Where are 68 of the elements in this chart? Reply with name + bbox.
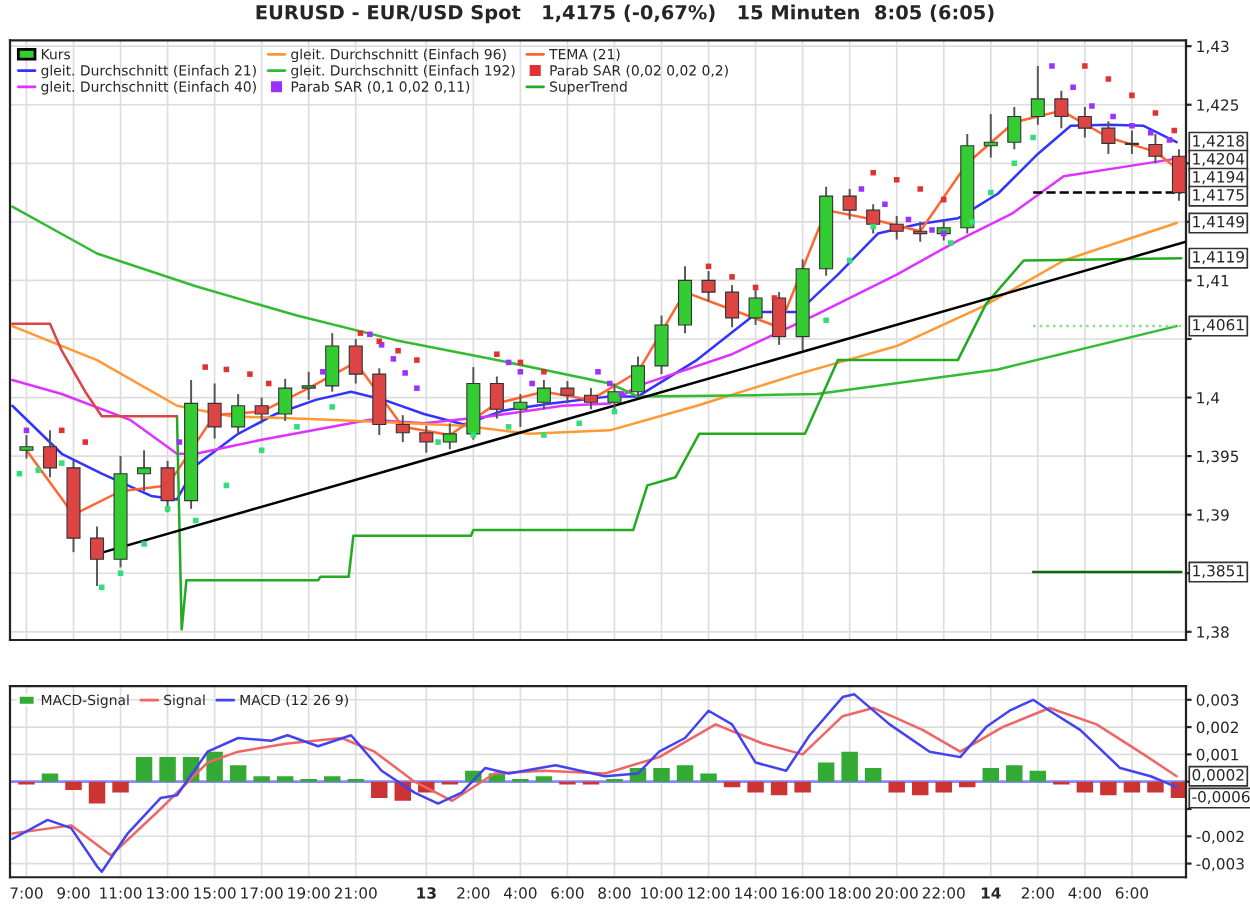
candlestick	[395, 414, 410, 444]
candlestick	[513, 393, 528, 428]
candlestick	[1077, 106, 1092, 139]
bar	[1147, 781, 1164, 793]
candlestick	[725, 284, 740, 329]
bar	[982, 768, 1000, 782]
bar	[1123, 781, 1141, 793]
candlestick	[207, 382, 222, 440]
bar	[276, 776, 294, 782]
bar	[323, 776, 341, 782]
candlestick	[19, 434, 34, 460]
bar	[41, 773, 59, 782]
bar	[841, 751, 858, 782]
candlestick	[748, 287, 763, 326]
candlestick	[348, 338, 363, 385]
bar	[159, 757, 176, 782]
bar	[817, 762, 835, 782]
candlestick	[701, 270, 716, 303]
candlestick	[560, 380, 575, 405]
candlestick	[842, 188, 857, 221]
bar	[88, 781, 106, 804]
candlestick	[1148, 133, 1163, 165]
candlestick	[678, 265, 693, 335]
candlestick	[254, 396, 269, 425]
bar	[794, 781, 811, 793]
bar	[770, 781, 788, 796]
bar	[864, 768, 882, 782]
bar	[253, 776, 270, 782]
candlestick	[583, 387, 598, 411]
bar	[888, 781, 905, 793]
candlestick	[1054, 89, 1069, 130]
candlestick	[1101, 120, 1116, 155]
candlestick	[419, 424, 434, 454]
chart-title: EURUSD - EUR/USD Spot 1,4175 (-0,67%) 15 Minuten 8:05 (6:05)	[256, 4, 994, 24]
candlestick	[278, 377, 293, 422]
candlestick	[654, 314, 669, 376]
candlestick	[607, 382, 622, 411]
candlestick	[1007, 106, 1022, 151]
candlestick	[889, 215, 904, 241]
bar	[65, 781, 82, 790]
candlestick	[160, 459, 175, 514]
candlestick	[489, 375, 504, 420]
candlestick	[301, 370, 316, 401]
candlestick	[90, 525, 105, 588]
bar	[1100, 781, 1117, 796]
candlestick	[1030, 65, 1045, 126]
bar	[135, 757, 153, 782]
bar	[1006, 765, 1023, 782]
candlestick	[630, 355, 646, 399]
bar	[371, 781, 388, 799]
candlestick	[536, 379, 551, 411]
bar	[911, 781, 929, 796]
bar	[747, 781, 764, 793]
bar	[700, 773, 717, 782]
bar	[676, 765, 694, 782]
candlestick	[231, 393, 246, 436]
candlestick	[772, 291, 787, 346]
bar	[653, 768, 670, 782]
candlestick	[1124, 129, 1139, 155]
candlestick	[442, 422, 457, 451]
candlestick	[866, 203, 881, 235]
bar	[535, 776, 553, 782]
candlestick	[137, 449, 152, 493]
bar	[1076, 781, 1094, 793]
bar	[935, 781, 952, 793]
bar	[1029, 770, 1047, 782]
bar	[229, 765, 247, 782]
bar	[112, 781, 129, 793]
